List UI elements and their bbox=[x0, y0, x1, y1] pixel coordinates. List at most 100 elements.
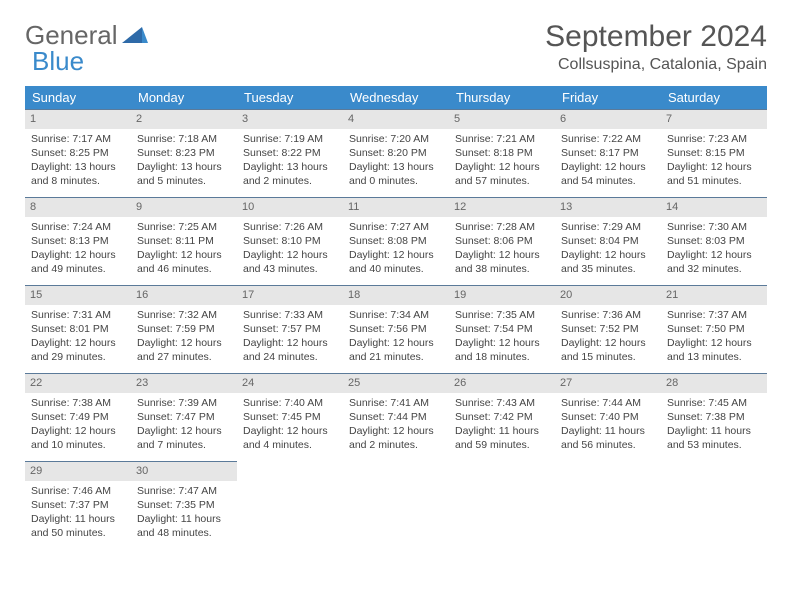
sunset-text: Sunset: 7:54 PM bbox=[455, 322, 549, 336]
calendar-cell: 10Sunrise: 7:26 AMSunset: 8:10 PMDayligh… bbox=[237, 198, 343, 286]
day-number: 27 bbox=[555, 374, 661, 393]
calendar-cell: 8 Sunrise: 7:24 AMSunset: 8:13 PMDaylight… bbox=[25, 198, 131, 286]
calendar-cell: 19Sunrise: 7:35 AMSunset: 7:54 PMDayligh… bbox=[449, 286, 555, 374]
daylight-text: Daylight: 12 hours and 43 minutes. bbox=[243, 248, 337, 276]
calendar-cell: 24Sunrise: 7:40 AMSunset: 7:45 PMDayligh… bbox=[237, 374, 343, 462]
sunset-text: Sunset: 8:20 PM bbox=[349, 146, 443, 160]
sunset-text: Sunset: 7:52 PM bbox=[561, 322, 655, 336]
sunset-text: Sunset: 8:22 PM bbox=[243, 146, 337, 160]
day-number: 14 bbox=[661, 198, 767, 217]
sunset-text: Sunset: 8:03 PM bbox=[667, 234, 761, 248]
sunset-text: Sunset: 8:23 PM bbox=[137, 146, 231, 160]
day-number: 13 bbox=[555, 198, 661, 217]
sunrise-text: Sunrise: 7:26 AM bbox=[243, 220, 337, 234]
sunset-text: Sunset: 7:56 PM bbox=[349, 322, 443, 336]
calendar-cell bbox=[555, 462, 661, 550]
sunset-text: Sunset: 7:42 PM bbox=[455, 410, 549, 424]
sunrise-text: Sunrise: 7:29 AM bbox=[561, 220, 655, 234]
sunrise-text: Sunrise: 7:34 AM bbox=[349, 308, 443, 322]
weekday-header: Monday bbox=[131, 86, 237, 110]
calendar-cell: 3 Sunrise: 7:19 AMSunset: 8:22 PMDaylight… bbox=[237, 110, 343, 198]
sunset-text: Sunset: 8:25 PM bbox=[31, 146, 125, 160]
daylight-text: Daylight: 12 hours and 54 minutes. bbox=[561, 160, 655, 188]
daylight-text: Daylight: 12 hours and 7 minutes. bbox=[137, 424, 231, 452]
calendar-cell: 6Sunrise: 7:22 AMSunset: 8:17 PMDaylight… bbox=[555, 110, 661, 198]
calendar-cell: 22Sunrise: 7:38 AMSunset: 7:49 PMDayligh… bbox=[25, 374, 131, 462]
weekday-header: Thursday bbox=[449, 86, 555, 110]
daylight-text: Daylight: 12 hours and 2 minutes. bbox=[349, 424, 443, 452]
daylight-text: Daylight: 12 hours and 57 minutes. bbox=[455, 160, 549, 188]
day-number: 22 bbox=[25, 374, 131, 393]
sunset-text: Sunset: 7:44 PM bbox=[349, 410, 443, 424]
sunrise-text: Sunrise: 7:24 AM bbox=[31, 220, 125, 234]
day-number: 1 bbox=[25, 110, 131, 129]
daylight-text: Daylight: 11 hours and 48 minutes. bbox=[137, 512, 231, 540]
calendar-cell: 29Sunrise: 7:46 AMSunset: 7:37 PMDayligh… bbox=[25, 462, 131, 550]
sunrise-text: Sunrise: 7:33 AM bbox=[243, 308, 337, 322]
calendar-cell: 12Sunrise: 7:28 AMSunset: 8:06 PMDayligh… bbox=[449, 198, 555, 286]
calendar-cell: 2 Sunrise: 7:18 AMSunset: 8:23 PMDaylight… bbox=[131, 110, 237, 198]
sunset-text: Sunset: 7:35 PM bbox=[137, 498, 231, 512]
day-number: 30 bbox=[131, 462, 237, 481]
sunrise-text: Sunrise: 7:27 AM bbox=[349, 220, 443, 234]
calendar-cell: 30Sunrise: 7:47 AMSunset: 7:35 PMDayligh… bbox=[131, 462, 237, 550]
daylight-text: Daylight: 13 hours and 2 minutes. bbox=[243, 160, 337, 188]
sunset-text: Sunset: 8:13 PM bbox=[31, 234, 125, 248]
day-number: 17 bbox=[237, 286, 343, 305]
sunrise-text: Sunrise: 7:23 AM bbox=[667, 132, 761, 146]
daylight-text: Daylight: 12 hours and 13 minutes. bbox=[667, 336, 761, 364]
sunrise-text: Sunrise: 7:40 AM bbox=[243, 396, 337, 410]
sunset-text: Sunset: 7:59 PM bbox=[137, 322, 231, 336]
calendar-cell: 26Sunrise: 7:43 AMSunset: 7:42 PMDayligh… bbox=[449, 374, 555, 462]
daylight-text: Daylight: 12 hours and 18 minutes. bbox=[455, 336, 549, 364]
day-number: 7 bbox=[661, 110, 767, 129]
sunrise-text: Sunrise: 7:38 AM bbox=[31, 396, 125, 410]
sunrise-text: Sunrise: 7:22 AM bbox=[561, 132, 655, 146]
sunset-text: Sunset: 8:17 PM bbox=[561, 146, 655, 160]
calendar-cell: 28Sunrise: 7:45 AMSunset: 7:38 PMDayligh… bbox=[661, 374, 767, 462]
sunset-text: Sunset: 8:15 PM bbox=[667, 146, 761, 160]
daylight-text: Daylight: 11 hours and 50 minutes. bbox=[31, 512, 125, 540]
sunrise-text: Sunrise: 7:32 AM bbox=[137, 308, 231, 322]
day-number: 28 bbox=[661, 374, 767, 393]
daylight-text: Daylight: 12 hours and 29 minutes. bbox=[31, 336, 125, 364]
location-text: Collsuspina, Catalonia, Spain bbox=[545, 56, 767, 74]
weekday-header: Sunday bbox=[25, 86, 131, 110]
daylight-text: Daylight: 12 hours and 49 minutes. bbox=[31, 248, 125, 276]
day-number: 2 bbox=[131, 110, 237, 129]
daylight-text: Daylight: 12 hours and 38 minutes. bbox=[455, 248, 549, 276]
daylight-text: Daylight: 12 hours and 21 minutes. bbox=[349, 336, 443, 364]
day-number: 5 bbox=[449, 110, 555, 129]
sunrise-text: Sunrise: 7:45 AM bbox=[667, 396, 761, 410]
daylight-text: Daylight: 12 hours and 51 minutes. bbox=[667, 160, 761, 188]
day-number: 8 bbox=[25, 198, 131, 217]
calendar-cell: 9Sunrise: 7:25 AMSunset: 8:11 PMDaylight… bbox=[131, 198, 237, 286]
daylight-text: Daylight: 12 hours and 24 minutes. bbox=[243, 336, 337, 364]
daylight-text: Daylight: 11 hours and 56 minutes. bbox=[561, 424, 655, 452]
sunrise-text: Sunrise: 7:18 AM bbox=[137, 132, 231, 146]
daylight-text: Daylight: 13 hours and 5 minutes. bbox=[137, 160, 231, 188]
calendar-cell: 14Sunrise: 7:30 AMSunset: 8:03 PMDayligh… bbox=[661, 198, 767, 286]
sunrise-text: Sunrise: 7:37 AM bbox=[667, 308, 761, 322]
sunrise-text: Sunrise: 7:30 AM bbox=[667, 220, 761, 234]
sunset-text: Sunset: 8:04 PM bbox=[561, 234, 655, 248]
sunrise-text: Sunrise: 7:19 AM bbox=[243, 132, 337, 146]
sunrise-text: Sunrise: 7:36 AM bbox=[561, 308, 655, 322]
day-number: 15 bbox=[25, 286, 131, 305]
weekday-header: Tuesday bbox=[237, 86, 343, 110]
calendar-cell bbox=[661, 462, 767, 550]
calendar-cell: 18Sunrise: 7:34 AMSunset: 7:56 PMDayligh… bbox=[343, 286, 449, 374]
weekday-header: Saturday bbox=[661, 86, 767, 110]
calendar-cell bbox=[449, 462, 555, 550]
day-number: 4 bbox=[343, 110, 449, 129]
calendar-cell bbox=[343, 462, 449, 550]
calendar-cell: 16Sunrise: 7:32 AMSunset: 7:59 PMDayligh… bbox=[131, 286, 237, 374]
day-number: 21 bbox=[661, 286, 767, 305]
page-header: General September 2024 Collsuspina, Cata… bbox=[25, 20, 767, 74]
day-number: 3 bbox=[237, 110, 343, 129]
sunrise-text: Sunrise: 7:43 AM bbox=[455, 396, 549, 410]
calendar-cell: 17Sunrise: 7:33 AMSunset: 7:57 PMDayligh… bbox=[237, 286, 343, 374]
calendar-cell: 5Sunrise: 7:21 AMSunset: 8:18 PMDaylight… bbox=[449, 110, 555, 198]
daylight-text: Daylight: 12 hours and 40 minutes. bbox=[349, 248, 443, 276]
sunrise-text: Sunrise: 7:31 AM bbox=[31, 308, 125, 322]
